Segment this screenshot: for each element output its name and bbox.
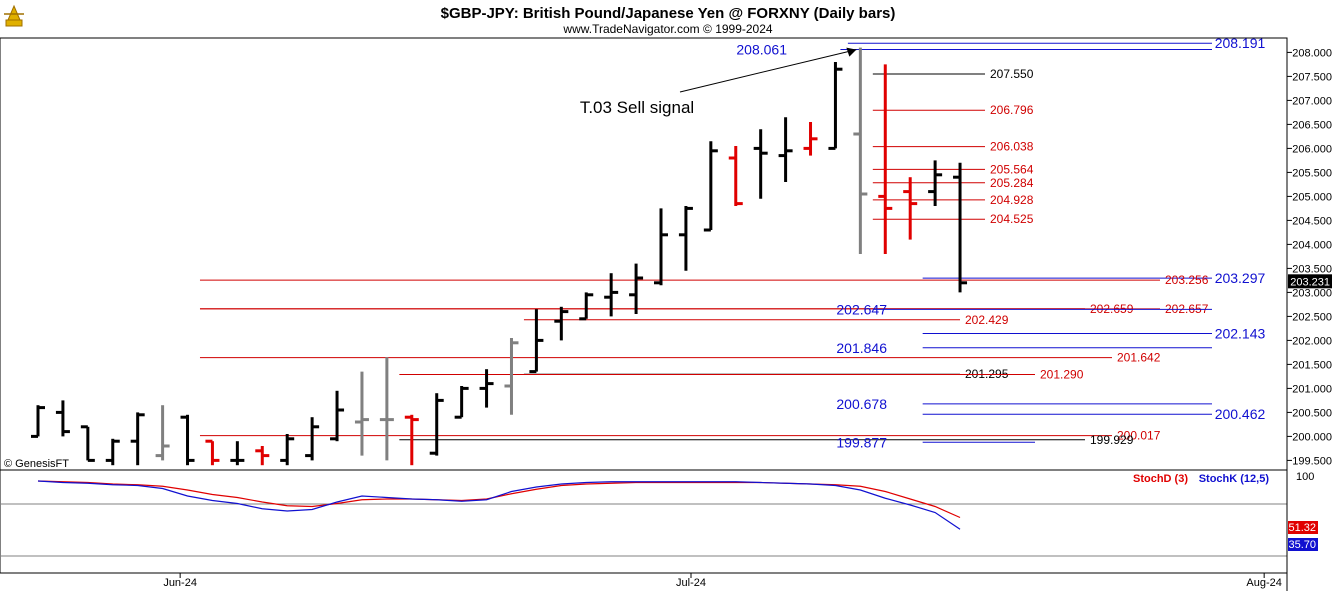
level-label: 201.290 xyxy=(1040,367,1084,381)
level-label: 201.642 xyxy=(1117,351,1161,365)
price-tick-label: 205.500 xyxy=(1292,167,1332,179)
level-label: 205.564 xyxy=(990,162,1034,176)
last-price-label: 203.231 xyxy=(1290,276,1330,288)
price-tick-label: 201.000 xyxy=(1292,383,1332,395)
last-price-box xyxy=(1288,274,1332,289)
level-label: 200.678 xyxy=(836,396,887,412)
level-lines: 208.191 208.061 207.550 206.796 206.038 205.5… xyxy=(199,35,1266,450)
price-tick-label: 202.500 xyxy=(1292,311,1332,323)
level-label: 199.877 xyxy=(836,434,887,450)
price-tick-label: 208.000 xyxy=(1292,47,1332,59)
level-label: 201.846 xyxy=(836,340,887,356)
price-tick-label: 206.500 xyxy=(1292,119,1332,131)
stoch-tick-label: 100 xyxy=(1296,471,1314,483)
price-tick-label: 201.500 xyxy=(1292,359,1332,371)
sell-signal-annotation: T.03 Sell signal xyxy=(580,47,857,117)
price-tick-label: 200.000 xyxy=(1292,431,1332,443)
time-tick-label: Aug-24 xyxy=(1246,577,1281,589)
price-tick-label: 203.500 xyxy=(1292,263,1332,275)
level-label: 202.429 xyxy=(965,313,1009,327)
level-label: 208.191 xyxy=(1215,35,1266,51)
stochd-value-box xyxy=(1288,521,1318,534)
level-label: 205.284 xyxy=(990,176,1034,190)
stoch-series-line xyxy=(37,480,961,530)
time-tick-label: Jun-24 xyxy=(163,577,197,589)
level-label: 202.647 xyxy=(836,301,887,317)
annotation-label: T.03 Sell signal xyxy=(580,98,694,117)
chart-title: $GBP-JPY: British Pound/Japanese Yen @ F… xyxy=(441,5,896,22)
price-tick-label: 203.000 xyxy=(1292,287,1332,299)
level-label: 204.525 xyxy=(990,212,1034,226)
time-axis: Jun-24 Jul-24 Aug-24 xyxy=(163,573,1282,589)
stochastic-pane xyxy=(0,469,1288,574)
stochk-value: 35.70 xyxy=(1288,539,1316,551)
price-tick-label: 200.500 xyxy=(1292,407,1332,419)
level-label: 202.143 xyxy=(1215,326,1266,342)
annotation-arrow-head xyxy=(846,47,857,57)
price-bars xyxy=(31,47,968,466)
level-label: 203.256 xyxy=(1165,273,1209,287)
price-pane xyxy=(0,37,1288,471)
annotation-arrow-line xyxy=(679,49,857,93)
price-tick-label: 207.500 xyxy=(1292,71,1332,83)
price-tick-label: 205.000 xyxy=(1292,191,1332,203)
price-tick-label: 206.000 xyxy=(1292,143,1332,155)
level-label: 207.550 xyxy=(990,67,1034,81)
stochd-value: 51.32 xyxy=(1288,522,1316,534)
level-label: 208.061 xyxy=(736,41,787,57)
chart-subtitle: www.TradeNavigator.com © 1999-2024 xyxy=(562,22,772,36)
level-label: 203.297 xyxy=(1215,270,1266,286)
stochastic-lines: 100 StochD (3) StochK (12,5) 51.32 35.70 xyxy=(37,471,1318,551)
level-label: 200.462 xyxy=(1215,406,1266,422)
price-tick-label: 204.500 xyxy=(1292,215,1332,227)
level-label: 200.017 xyxy=(1117,429,1161,443)
level-label: 206.796 xyxy=(990,103,1034,117)
price-tick-label: 207.000 xyxy=(1292,95,1332,107)
level-label: 204.928 xyxy=(990,193,1034,207)
price-axis: 208.000 207.500 207.000 206.500 206.000 205.5… xyxy=(1287,47,1332,467)
price-tick-label: 204.000 xyxy=(1292,239,1332,251)
price-tick-label: 199.500 xyxy=(1292,455,1332,467)
header: $GBP-JPY: British Pound/Japanese Yen @ F… xyxy=(4,4,896,36)
legend-stochd: StochD (3) xyxy=(1133,473,1188,485)
watermark: © GenesisFT xyxy=(4,458,69,470)
time-tick-label: Jul-24 xyxy=(676,577,706,589)
level-label: 199.929 xyxy=(1090,433,1134,447)
level-label: 206.038 xyxy=(990,140,1034,154)
price-tick-label: 202.000 xyxy=(1292,335,1332,347)
logo-icon xyxy=(4,4,24,27)
stochk-value-box xyxy=(1288,538,1318,551)
legend-stochk: StochK (12,5) xyxy=(1199,473,1270,485)
